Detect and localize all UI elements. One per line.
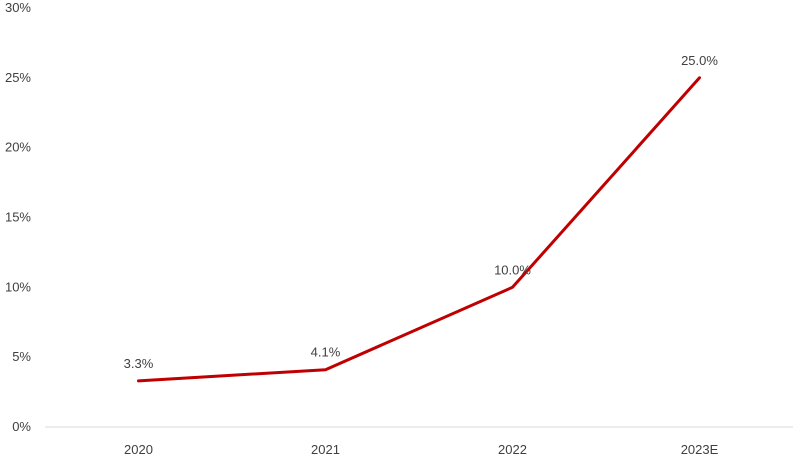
y-tick-label: 0% — [12, 419, 31, 434]
y-tick-label: 15% — [5, 210, 31, 225]
y-tick-label: 30% — [5, 0, 31, 15]
x-axis: 2020 2021 2022 2023E — [124, 442, 719, 457]
data-label: 25.0% — [681, 53, 718, 68]
x-tick-label: 2022 — [498, 442, 527, 457]
x-tick-label: 2023E — [681, 442, 719, 457]
y-tick-label: 10% — [5, 279, 31, 294]
y-tick-label: 25% — [5, 70, 31, 85]
data-label: 10.0% — [494, 262, 531, 277]
x-tick-label: 2021 — [311, 442, 340, 457]
data-label: 4.1% — [311, 345, 341, 360]
y-axis: 0% 5% 10% 15% 20% 25% 30% — [5, 0, 31, 434]
data-labels: 3.3% 4.1% 10.0% 25.0% — [124, 53, 719, 371]
y-tick-label: 5% — [12, 349, 31, 364]
y-tick-label: 20% — [5, 140, 31, 155]
x-tick-label: 2020 — [124, 442, 153, 457]
data-label: 3.3% — [124, 356, 154, 371]
series-line — [137, 76, 701, 383]
